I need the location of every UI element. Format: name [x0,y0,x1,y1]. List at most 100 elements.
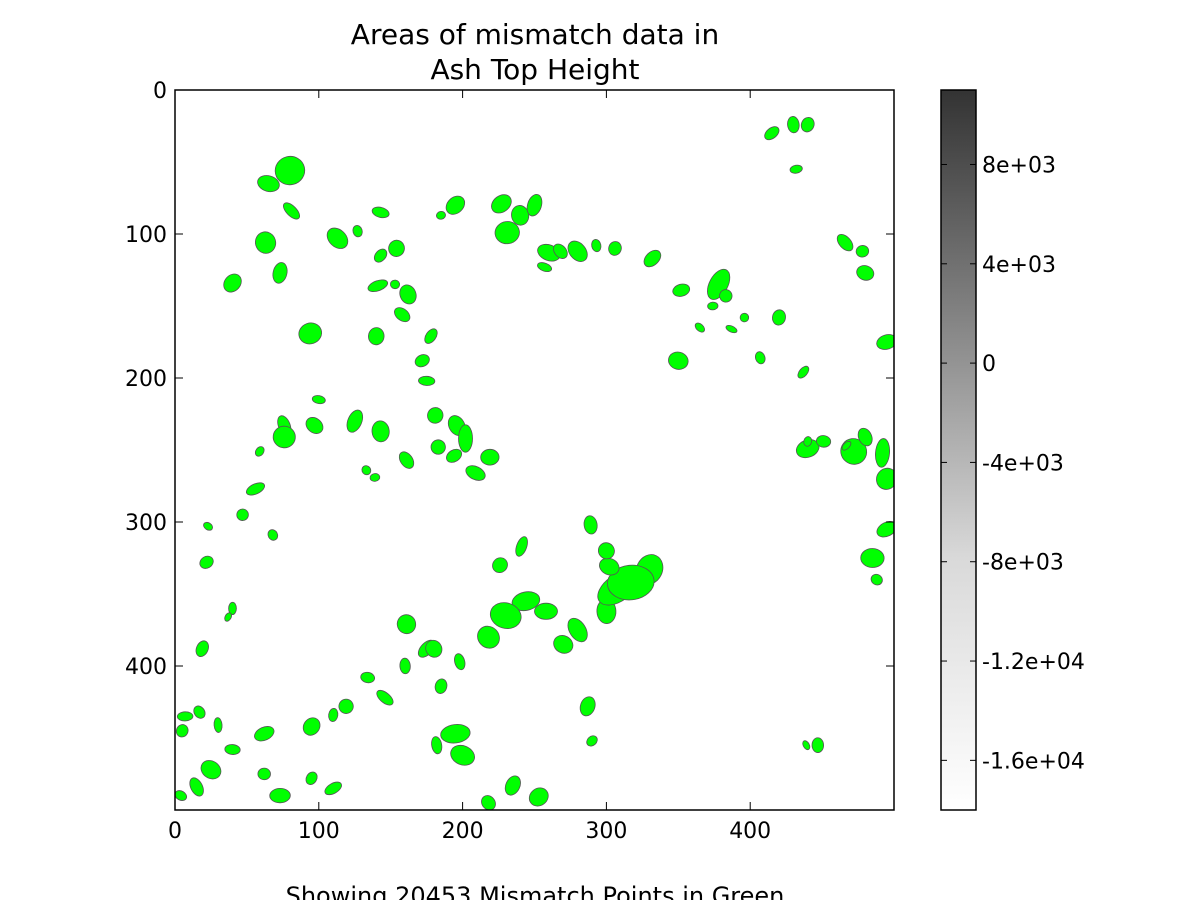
mismatch-region [583,515,598,535]
mismatch-region [305,771,318,785]
mismatch-region [305,417,324,434]
mismatch-region [719,289,733,303]
mismatch-region [797,365,810,379]
mismatch-region [480,448,500,466]
mismatch-region [836,233,854,252]
mismatch-region [876,521,894,538]
colorbar-tick-label: -8e+03 [982,551,1064,576]
mismatch-region [176,711,194,722]
mismatch-region [203,521,213,531]
chart-title-line-2: Ash Top Height [430,53,639,86]
mismatch-regions-layer [175,116,894,810]
mismatch-region [338,698,354,714]
y-axis-ticks: 0 100 200 300 400 [125,79,894,680]
mismatch-region [876,467,894,490]
mismatch-region [427,407,444,424]
mismatch-region [368,327,385,346]
x-axis-label: Showing 20453 Mismatch Points in Green [286,882,785,900]
mismatch-region [504,775,521,796]
mismatch-region [254,726,275,742]
mismatch-region [754,351,766,365]
mismatch-region [255,231,277,254]
mismatch-region [399,284,417,305]
mismatch-region [528,787,549,807]
heatmap-plot-area: 0 100 200 300 400 0 100 200 300 400 [125,79,895,844]
mismatch-region [787,116,800,134]
mismatch-region [672,283,691,297]
mismatch-region [328,708,339,722]
mismatch-region [193,705,206,719]
mismatch-region [267,529,279,541]
mismatch-region [800,116,815,133]
mismatch-region [367,279,389,293]
mismatch-region [257,175,280,193]
mismatch-region [245,482,266,496]
colorbar-tick-label: -1.6e+04 [982,749,1085,774]
colorbar-ticks: 8e+03 4e+03 0 -4e+03 -8e+03 -1.2e+04 -1.6e+04 [941,153,1085,774]
mismatch-region [199,555,214,569]
mismatch-region [567,240,588,262]
mismatch-region [694,322,705,333]
mismatch-region [477,625,500,649]
mismatch-region [424,328,438,344]
y-tick-label: 0 [153,79,167,104]
mismatch-region [257,767,271,781]
colorbar: 8e+03 4e+03 0 -4e+03 -8e+03 -1.2e+04 -1.6e+04 [940,89,1085,811]
mismatch-region [189,777,204,797]
mismatch-region [272,425,296,449]
mismatch-region [326,227,349,249]
mismatch-region [200,760,222,780]
mismatch-region [434,678,448,694]
mismatch-region [302,717,321,736]
mismatch-region [489,602,522,629]
mismatch-region [725,324,738,334]
mismatch-region [418,375,436,386]
colorbar-tick-label: -1.2e+04 [982,650,1085,675]
mismatch-region [398,451,415,469]
mismatch-region [373,248,388,263]
x-tick-label: 0 [168,819,182,844]
mismatch-region [465,465,486,481]
mismatch-region [811,737,825,753]
mismatch-region [491,194,512,214]
mismatch-region [175,724,189,738]
mismatch-region [458,424,473,453]
mismatch-region [454,653,466,671]
mismatch-region [371,420,390,443]
x-tick-label: 400 [729,819,771,844]
mismatch-region [360,671,376,684]
y-tick-label: 100 [125,223,167,248]
mismatch-region [195,640,209,657]
mismatch-region [643,249,662,268]
mismatch-region [591,238,602,253]
mismatch-region [236,508,249,521]
mismatch-region [224,612,233,622]
y-tick-label: 300 [125,511,167,536]
mismatch-region [579,696,596,717]
mismatch-region [446,448,463,463]
mismatch-region [431,736,443,755]
colorbar-gradient [940,89,977,811]
mismatch-region [855,245,870,258]
mismatch-region [430,439,446,455]
mismatch-region [274,155,306,186]
mismatch-region [803,436,813,447]
mismatch-region [841,440,852,451]
mismatch-region [857,427,873,447]
mismatch-region [739,312,750,323]
mismatch-region [707,301,719,311]
mismatch-region [388,239,405,257]
mismatch-region [396,614,417,635]
mismatch-region [856,265,875,281]
mismatch-region [802,740,811,751]
mismatch-region [668,351,689,370]
y-tick-label: 200 [125,367,167,392]
mismatch-region [450,744,475,766]
x-tick-label: 100 [298,819,340,844]
colorbar-tick-label: 0 [982,352,996,377]
x-tick-label: 200 [442,819,484,844]
mismatch-region [607,564,655,601]
mismatch-region [764,126,780,141]
mismatch-region [213,717,223,733]
